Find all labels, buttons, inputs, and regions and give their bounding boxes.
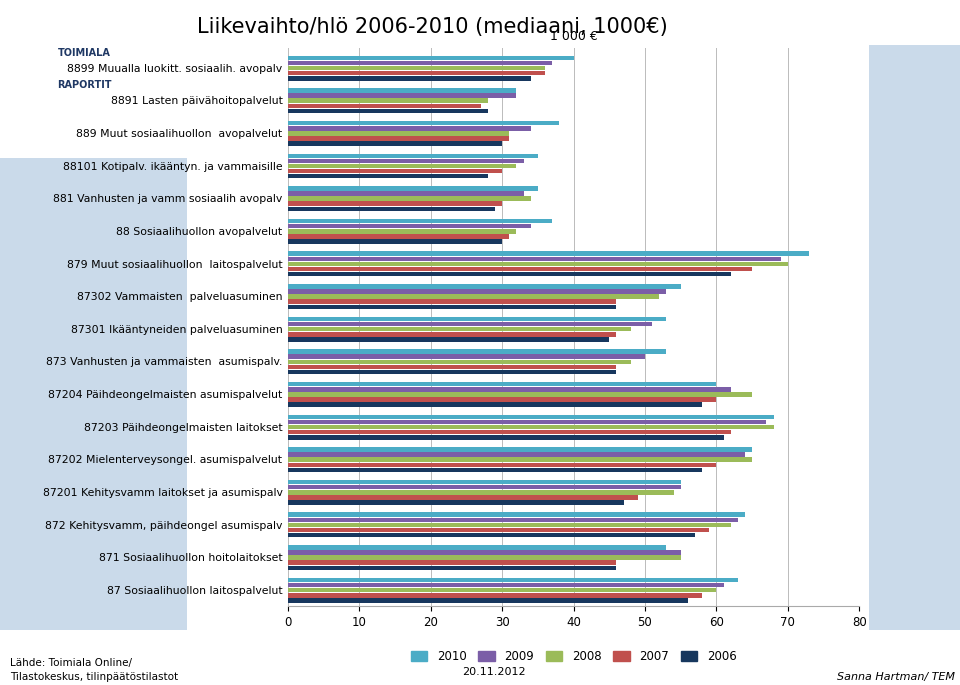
Bar: [288, 257, 780, 261]
Bar: [288, 588, 716, 593]
Bar: [288, 164, 516, 169]
Bar: [288, 131, 510, 136]
Bar: [288, 99, 488, 103]
Bar: [288, 76, 531, 81]
Bar: [288, 518, 738, 522]
Bar: [288, 295, 660, 299]
Bar: [288, 61, 552, 65]
Bar: [288, 103, 481, 108]
Bar: [288, 545, 666, 549]
Bar: [288, 174, 488, 179]
Bar: [288, 327, 631, 332]
Legend: 2010, 2009, 2008, 2007, 2006: 2010, 2009, 2008, 2007, 2006: [406, 646, 741, 668]
Bar: [288, 88, 516, 92]
Bar: [288, 458, 752, 462]
Text: Liikevaihto/hlö 2006-2010 (mediaani, 1000€): Liikevaihto/hlö 2006-2010 (mediaani, 100…: [197, 17, 667, 37]
Bar: [288, 266, 752, 271]
Bar: [288, 224, 531, 228]
Bar: [288, 495, 637, 499]
Text: TOIMIALA: TOIMIALA: [58, 48, 110, 58]
Bar: [288, 262, 788, 266]
Bar: [288, 593, 702, 597]
Bar: [288, 566, 616, 570]
Bar: [288, 234, 510, 238]
Bar: [288, 452, 745, 457]
Bar: [288, 560, 616, 565]
Bar: [288, 159, 523, 163]
Bar: [288, 528, 709, 532]
Bar: [288, 402, 702, 407]
Bar: [288, 322, 652, 326]
Bar: [288, 332, 616, 336]
Bar: [288, 480, 681, 484]
Bar: [288, 435, 724, 440]
Bar: [288, 305, 616, 309]
Bar: [288, 556, 681, 560]
Bar: [288, 136, 510, 140]
Bar: [288, 382, 716, 386]
Bar: [288, 430, 731, 434]
Bar: [288, 490, 674, 495]
Bar: [288, 272, 731, 276]
Text: Sanna Hartman/ TEM: Sanna Hartman/ TEM: [837, 671, 955, 682]
Bar: [288, 360, 631, 364]
Bar: [288, 364, 616, 369]
Bar: [288, 186, 538, 190]
Title: 1 000 €: 1 000 €: [550, 29, 597, 42]
Bar: [288, 447, 752, 451]
Bar: [288, 299, 616, 304]
Bar: [288, 153, 538, 158]
Bar: [288, 577, 738, 582]
Bar: [288, 354, 645, 359]
Bar: [288, 500, 624, 505]
Bar: [288, 420, 766, 424]
Bar: [288, 207, 495, 211]
Bar: [288, 126, 531, 131]
Bar: [288, 229, 516, 234]
Bar: [288, 191, 523, 196]
Bar: [288, 109, 488, 113]
Bar: [288, 197, 531, 201]
Bar: [288, 239, 502, 244]
Bar: [288, 370, 616, 374]
Text: Lähde: Toimiala Online/
Tilastokeskus, tilinpäätöstilastot: Lähde: Toimiala Online/ Tilastokeskus, t…: [10, 658, 178, 682]
Bar: [288, 462, 716, 467]
Bar: [288, 397, 716, 402]
Bar: [288, 284, 681, 288]
Bar: [288, 201, 502, 206]
Bar: [288, 66, 545, 71]
Bar: [288, 598, 687, 603]
Bar: [288, 289, 666, 294]
Bar: [288, 425, 774, 429]
Bar: [288, 485, 681, 490]
Bar: [288, 71, 545, 75]
Bar: [288, 387, 731, 392]
Bar: [288, 550, 681, 555]
Bar: [288, 316, 666, 321]
Bar: [288, 512, 745, 517]
Bar: [288, 251, 809, 256]
Bar: [288, 169, 502, 173]
Bar: [288, 141, 502, 146]
Bar: [288, 414, 774, 419]
Text: RAPORTIT: RAPORTIT: [57, 79, 111, 90]
Bar: [288, 93, 516, 98]
Text: 20.11.2012: 20.11.2012: [463, 667, 526, 677]
Bar: [288, 337, 610, 342]
Bar: [288, 523, 731, 527]
Bar: [288, 55, 574, 60]
Bar: [288, 349, 666, 354]
Bar: [288, 468, 702, 472]
Bar: [288, 219, 552, 223]
Bar: [288, 583, 724, 587]
Bar: [288, 121, 560, 125]
Bar: [288, 393, 752, 397]
Bar: [288, 533, 695, 538]
